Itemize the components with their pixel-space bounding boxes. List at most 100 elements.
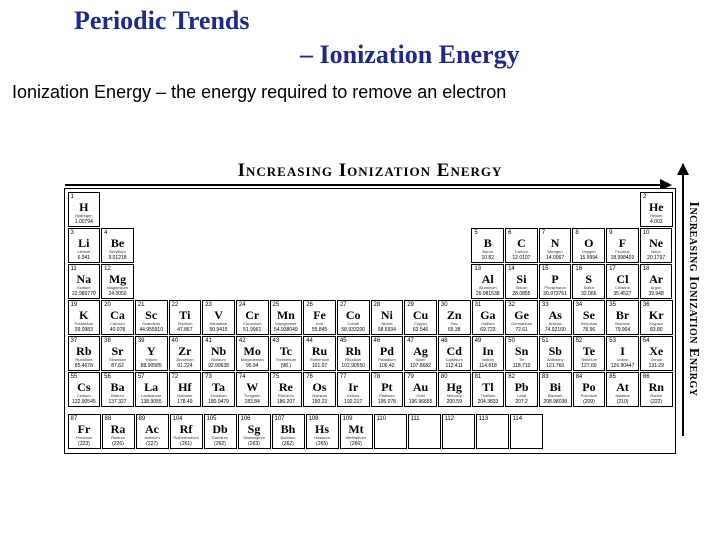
atomic-weight: 63.546 (405, 327, 436, 333)
atomic-weight: 14.0067 (540, 255, 571, 261)
element-Ne: 10NeNeon20.1797 (640, 228, 673, 263)
atomic-weight: 138.9055 (136, 399, 167, 405)
gap (101, 192, 134, 227)
period-6: 55CsCesium132.9054556BaBarium137.32757La… (67, 371, 673, 407)
period-7: 87FrFrancium(223)88RaRadium(226)89AcActi… (67, 413, 673, 449)
element-name: Hafnium (170, 393, 201, 398)
gap (202, 192, 235, 227)
atomic-weight: 186.207 (271, 399, 302, 405)
element-name: Strontium (102, 357, 133, 362)
element-Nb: 41NbNiobium92.90638 (202, 336, 235, 371)
element-name: Titanium (170, 321, 201, 326)
atomic-weight: 74.92160 (540, 327, 571, 333)
element-113: 113 (476, 414, 509, 449)
element-Cl: 17ClChlorine35.4527 (606, 264, 639, 299)
element-Ir: 77IrIridium192.217 (337, 372, 370, 407)
element-name: Gold (405, 393, 436, 398)
element-name: Beryllium (102, 249, 133, 254)
atomic-weight: 26.981538 (472, 291, 503, 297)
atomic-weight: 102.90550 (338, 363, 369, 369)
side-arrow-icon (682, 164, 684, 436)
element-Te: 52TeTellurium127.60 (573, 336, 606, 371)
element-name: Oxygen (573, 249, 604, 254)
element-name: Carbon (506, 249, 537, 254)
atomic-weight: 69.723 (473, 327, 504, 333)
element-Db: 105DbDubnium(262) (204, 414, 237, 449)
atomic-weight: 183.84 (237, 399, 268, 405)
periodic-table-chart: Increasing Ionization Energy 1HHydrogen1… (64, 160, 676, 454)
element-Cu: 29CuCopper63.546 (404, 300, 437, 335)
element-name: Rutherfordium (171, 435, 202, 440)
element-As: 33AsArsenic74.92160 (539, 300, 572, 335)
element-Se: 34SeSelenium78.96 (573, 300, 606, 335)
element-Ca: 20CaCalcium40.078 (101, 300, 134, 335)
atomic-weight: 121.760 (540, 363, 571, 369)
gap (404, 192, 437, 227)
title-sub: – Ionization Energy (300, 40, 520, 70)
atomic-weight: 127.60 (574, 363, 605, 369)
element-name: Tungsten (237, 393, 268, 398)
atomic-weight: 178.49 (170, 399, 201, 405)
element-name: Cobalt (338, 321, 369, 326)
side-heading: Increasing Ionization Energy (685, 160, 701, 438)
element-Mo: 42MoMolybdenum95.94 (236, 336, 269, 371)
element-Al: 13AlAluminum26.981538 (471, 264, 504, 299)
element-name: Palladium (372, 357, 403, 362)
element-Cr: 24CrChromium51.9961 (236, 300, 269, 335)
gap (438, 228, 471, 263)
element-Zr: 40ZrZirconium91.224 (169, 336, 202, 371)
element-Ru: 44RuRuthenium101.07 (303, 336, 336, 371)
element-Bh: 107BhBohrium(262) (272, 414, 305, 449)
element-name: Krypton (641, 321, 672, 326)
element-At: 85AtAstatine(210) (606, 372, 639, 407)
element-V: 23VVanadium50.9415 (202, 300, 235, 335)
element-name: Thallium (473, 393, 504, 398)
element-Mt: 109MtMeitnerium(266) (340, 414, 373, 449)
gap (337, 264, 370, 299)
gap (438, 192, 471, 227)
atomic-weight: (222) (641, 399, 672, 405)
period-2: 3LiLithium6.9414BeBeryllium9.012185BBoro… (67, 227, 673, 263)
atomic-weight: 44.955910 (136, 327, 167, 333)
element-Cd: 48CdCadmium112.411 (438, 336, 471, 371)
gap (270, 192, 303, 227)
atomic-weight: 78.96 (574, 327, 605, 333)
element-Os: 76OsOsmium190.23 (303, 372, 336, 407)
element-Sb: 51SbAntimony121.760 (539, 336, 572, 371)
atomic-weight: (98.) (271, 363, 302, 369)
element-Rf: 104RfRutherfordium(261) (170, 414, 203, 449)
atomic-weight: 207.2 (506, 399, 537, 405)
atomic-weight: 58.933200 (338, 327, 369, 333)
element-Cs: 55CsCesium132.90545 (68, 372, 101, 407)
period-1: 1HHydrogen1.007942HeHelium4.003 (67, 191, 673, 227)
gap (472, 192, 505, 227)
element-name: Sulfur (573, 285, 604, 290)
atomic-weight: (265) (307, 441, 338, 447)
element-Pd: 46PdPalladium106.42 (371, 336, 404, 371)
element-Hf: 72HfHafnium178.49 (169, 372, 202, 407)
element-B: 5BBoron10.82 (471, 228, 504, 263)
element-name: Astatine (607, 393, 638, 398)
atomic-weight: 39.948 (641, 291, 672, 297)
element-name: Nitrogen (540, 249, 571, 254)
gap (169, 192, 202, 227)
atomic-weight: 88.90585 (136, 363, 167, 369)
element-112: 112 (442, 414, 475, 449)
element-Li: 3LiLithium6.941 (68, 228, 101, 263)
atomic-weight: (227) (137, 441, 168, 447)
element-Ra: 88RaRadium(226) (102, 414, 135, 449)
atomic-weight: 101.07 (304, 363, 335, 369)
element-Sn: 50SnTin118.710 (505, 336, 538, 371)
gap (236, 192, 269, 227)
element-Sr: 38SrStrontium87.62 (101, 336, 134, 371)
element-Tc: 43TcTechnetium(98.) (270, 336, 303, 371)
atomic-weight: 4.003 (641, 219, 672, 225)
atomic-weight: 6.941 (69, 255, 100, 261)
element-name: Selenium (574, 321, 605, 326)
element-Fr: 87FrFrancium(223) (68, 414, 101, 449)
atomic-weight: 92.90638 (203, 363, 234, 369)
atomic-weight: (210) (607, 399, 638, 405)
atomic-weight: 20.1797 (641, 255, 672, 261)
element-name: Nickel (372, 321, 403, 326)
gap (269, 228, 302, 263)
